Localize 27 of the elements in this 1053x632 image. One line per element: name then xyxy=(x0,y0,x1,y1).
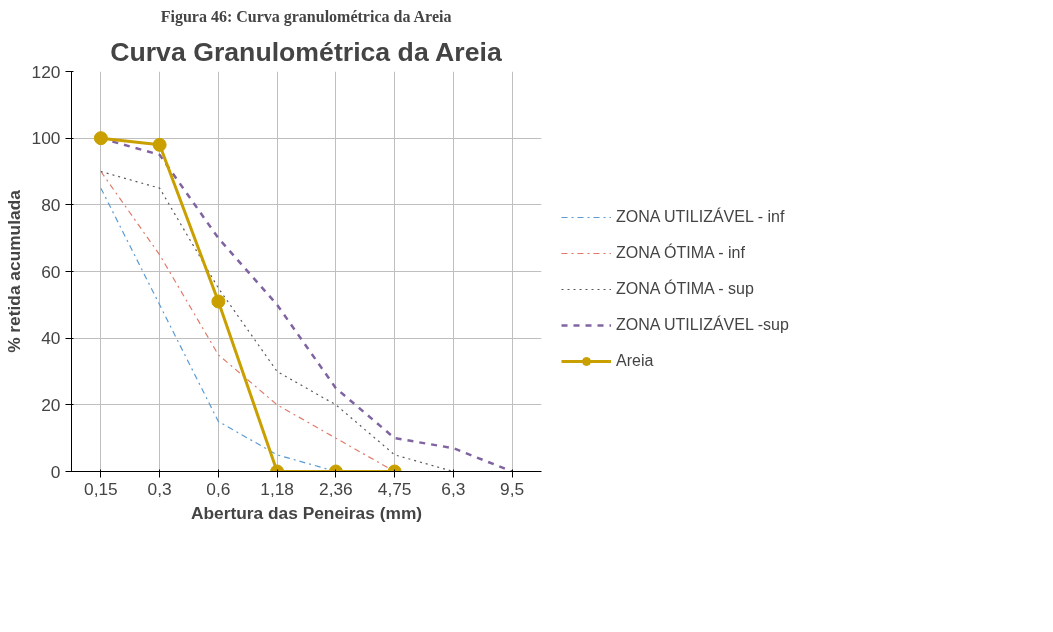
legend-label: ZONA ÓTIMA - sup xyxy=(616,279,754,298)
x-tick-label: 0,6 xyxy=(206,478,231,499)
x-tick-label: 2,36 xyxy=(319,478,353,499)
x-tick-label: 0,15 xyxy=(84,478,118,499)
point xyxy=(152,137,167,152)
point xyxy=(211,294,226,309)
y-tick-label: 120 xyxy=(31,61,61,82)
x-tick-label: 4,75 xyxy=(377,478,412,499)
legend-label: Areia xyxy=(616,351,654,370)
y-tick-label: 40 xyxy=(41,328,61,349)
y-tick-label: 80 xyxy=(41,194,61,215)
x-tick-label: 9,5 xyxy=(500,478,525,499)
legend-label: ZONA UTILIZÁVEL -sup xyxy=(616,315,789,334)
y-tick-label: 60 xyxy=(41,261,61,282)
y-tick-label: 0 xyxy=(50,461,61,482)
x-tick-label: 0,3 xyxy=(147,478,172,499)
y-axis-title: % retida acumulada xyxy=(3,189,24,353)
legend-label: ZONA ÓTIMA - inf xyxy=(616,243,745,262)
y-tick-label: 20 xyxy=(41,394,61,415)
point xyxy=(93,131,108,146)
chart-title: Curva Granulométrica da Areia xyxy=(110,36,502,67)
x-tick-label: 1,18 xyxy=(260,478,294,499)
x-tick-label: 6,3 xyxy=(441,478,466,499)
text: Figura 46: Curva granulométrica da Areia xyxy=(160,7,452,26)
x-axis-title: Abertura das Peneiras (mm) xyxy=(190,502,423,523)
y-tick-label: 100 xyxy=(31,128,61,149)
legend-label: ZONA UTILIZÁVEL - inf xyxy=(616,207,785,226)
